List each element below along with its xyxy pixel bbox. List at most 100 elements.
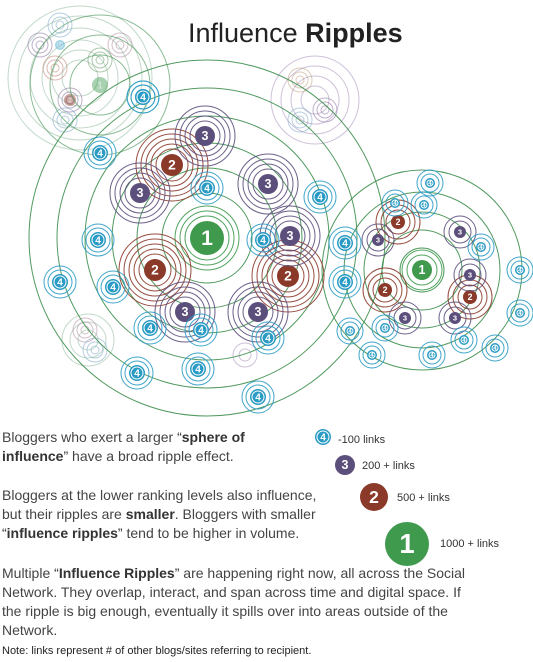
right-node-level4-1-disc bbox=[390, 198, 400, 208]
right-node-level4-0-halo bbox=[420, 173, 440, 193]
main-node-level4-4-halo bbox=[81, 223, 115, 257]
faint-ring bbox=[290, 75, 340, 125]
faint-small-ring bbox=[291, 71, 309, 89]
main-node-level3-5-halo bbox=[242, 296, 274, 328]
right-node-level3-4-halo bbox=[458, 263, 482, 287]
main-node-level4-12: 4 bbox=[250, 389, 266, 405]
legend-node-level1-disc bbox=[385, 522, 429, 566]
right-node-level4-4-halo bbox=[506, 299, 533, 327]
main-node-level4-11-halo bbox=[124, 360, 150, 386]
faint-ring bbox=[270, 55, 360, 145]
faint-small-ring bbox=[111, 36, 129, 54]
right-node-level2-a-disc bbox=[391, 215, 405, 229]
faint-ring bbox=[41, 39, 119, 117]
faint-node-4: 4 bbox=[55, 40, 65, 50]
p1-quote-close: ” bbox=[63, 448, 69, 464]
main-node-level4-9-halo bbox=[251, 321, 285, 355]
main-node-level4-4: 4 bbox=[90, 232, 106, 248]
main-node-level2-top-halo bbox=[135, 128, 209, 202]
right-node-level4-8: 4 bbox=[427, 350, 437, 360]
right-node-level4-1-halo bbox=[385, 193, 405, 213]
topleft-node-level4-halo bbox=[130, 84, 156, 110]
right-node-level3-4-label: 3 bbox=[468, 271, 472, 280]
main-node-level3-1-halo bbox=[119, 172, 161, 214]
faint-small-ring bbox=[312, 97, 338, 123]
main-node-level4-13-halo bbox=[307, 184, 333, 210]
main-node-level4-15-halo bbox=[332, 269, 358, 295]
title-normal: Influence bbox=[188, 18, 306, 48]
right-node-level4-2: 4 bbox=[476, 242, 486, 252]
right-node-level3-1-disc bbox=[454, 226, 466, 238]
main-node-level4-2-inner-ring bbox=[200, 181, 214, 195]
right-node-level2-a: 2 bbox=[391, 215, 405, 229]
faint-small-ring bbox=[115, 40, 125, 50]
main-node-level4-7-halo bbox=[137, 315, 163, 341]
page-title: Influence Ripples bbox=[188, 18, 403, 49]
right-node-level4-9-disc bbox=[459, 335, 469, 345]
main-node-level2-top-halo bbox=[140, 133, 204, 197]
right-node-level4-10-disc bbox=[490, 343, 500, 353]
faint-ring bbox=[7, 5, 153, 151]
main-node-level4-15-label: 4 bbox=[342, 277, 348, 288]
main-node-level3-1: 3 bbox=[130, 183, 150, 203]
right-node-level3-2-halo bbox=[388, 301, 422, 335]
right-node-level2-b-halo bbox=[367, 272, 403, 308]
right-node-level4-3-halo bbox=[506, 256, 533, 284]
main-node-level1: 1 bbox=[190, 221, 224, 255]
paragraph-multiple: Multiple “Influence Ripples” are happeni… bbox=[2, 564, 472, 640]
main-node-level4-3: 4 bbox=[255, 232, 271, 248]
main-node-level3-1-label: 3 bbox=[137, 186, 144, 200]
main-node-level4-6-halo bbox=[47, 269, 73, 295]
main-node-level4-6-label: 4 bbox=[57, 277, 63, 288]
right-cluster-ring bbox=[381, 229, 463, 311]
main-node-level4-14-halo bbox=[332, 230, 358, 256]
main-node-level4-7-label: 4 bbox=[147, 323, 153, 334]
right-node-level4-11: 4 bbox=[419, 200, 429, 210]
right-node-level1-label: 1 bbox=[419, 263, 426, 277]
faint-small-ring bbox=[51, 16, 69, 34]
faint-ring bbox=[61, 313, 115, 367]
right-node-level4-6-halo bbox=[340, 321, 360, 341]
faint-small-ring bbox=[52, 107, 78, 133]
right-node-level4-0-label: 4 bbox=[428, 180, 432, 187]
p2-emphasis-smaller: smaller bbox=[125, 506, 175, 522]
main-node-level3-5-halo bbox=[227, 281, 289, 343]
main-node-level4-1-inner-ring bbox=[93, 146, 107, 160]
right-node-level4-10: 4 bbox=[490, 343, 500, 353]
right-node-level4-5-label: 4 bbox=[383, 325, 387, 332]
right-node-level3-3-halo bbox=[443, 306, 467, 330]
main-node-level4-11-halo bbox=[120, 356, 154, 390]
main-node-level4-4-inner-ring bbox=[91, 233, 105, 247]
faint-node-2: 2 bbox=[64, 94, 76, 106]
faint-background-ripples: 1 2 4 bbox=[7, 5, 360, 368]
main-node-level4-8-inner-ring bbox=[194, 323, 208, 337]
legend-node-level4-label: 4 bbox=[320, 432, 326, 443]
main-node-level4-8-label: 4 bbox=[198, 325, 204, 336]
right-node-level4-5-disc bbox=[380, 323, 390, 333]
main-node-level4-13-label: 4 bbox=[317, 192, 323, 203]
right-node-level2-b: 2 bbox=[378, 283, 392, 297]
p1-emphasis: sphere of influence bbox=[2, 429, 245, 464]
faint-node-1-label: 1 bbox=[97, 80, 103, 91]
main-node-level3-0-label: 3 bbox=[202, 129, 209, 143]
main-node-level4-8-halo bbox=[184, 313, 218, 347]
faint-small-ring bbox=[316, 101, 334, 119]
right-node-level4-9-halo bbox=[454, 330, 474, 350]
right-node-level4-8-halo bbox=[422, 345, 442, 365]
main-node-level4-2-label: 4 bbox=[204, 183, 210, 194]
main-node-level4-2: 4 bbox=[199, 180, 215, 196]
main-node-level4-2-halo bbox=[194, 175, 220, 201]
right-node-level2-b-halo bbox=[372, 277, 398, 303]
right-node-level4-7-halo bbox=[362, 345, 382, 365]
faint-small-ring bbox=[42, 55, 68, 81]
right-node-level4-3: 4 bbox=[515, 265, 525, 275]
topleft-cluster-ring bbox=[49, 34, 151, 136]
right-node-level4-7-inner-ring bbox=[368, 351, 376, 359]
main-node-level3-4-halo bbox=[159, 286, 211, 338]
main-node-level2-right: 2 bbox=[277, 265, 299, 287]
main-node-level4-12-halo bbox=[245, 384, 271, 410]
main-node-level3-1-halo bbox=[114, 167, 166, 219]
legend-label-level2: 500 + links bbox=[397, 492, 450, 504]
main-node-level3-1-disc bbox=[130, 183, 150, 203]
